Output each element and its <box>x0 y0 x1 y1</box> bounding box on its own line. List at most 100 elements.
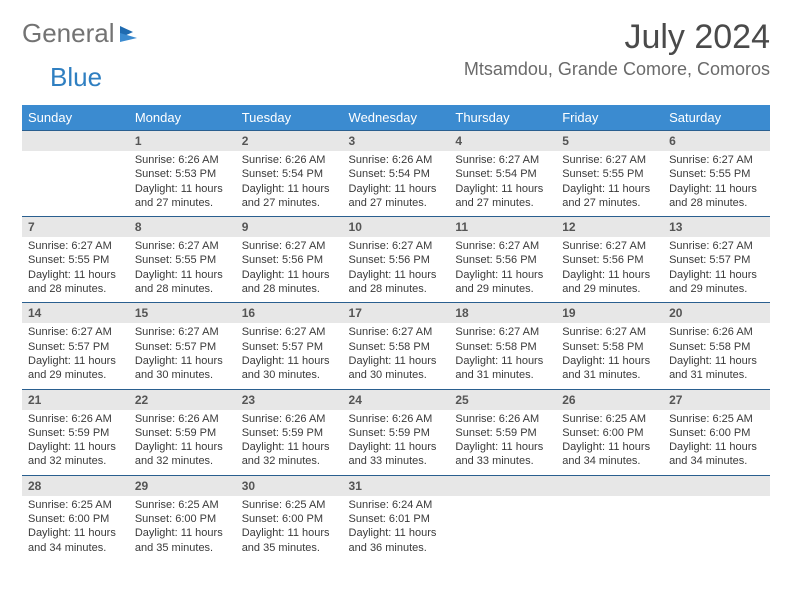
day-detail-cell: Sunrise: 6:25 AMSunset: 6:00 PMDaylight:… <box>236 496 343 561</box>
day-number-cell: 15 <box>129 303 236 324</box>
daynum-row: 78910111213 <box>22 217 770 238</box>
sunrise-text: Sunrise: 6:26 AM <box>135 153 230 167</box>
day-detail-cell: Sunrise: 6:25 AMSunset: 6:00 PMDaylight:… <box>129 496 236 561</box>
day-number-cell: 6 <box>663 131 770 152</box>
sunrise-text: Sunrise: 6:26 AM <box>669 325 764 339</box>
daylight-text: Daylight: 11 hours and 30 minutes. <box>135 354 230 383</box>
day-number-cell: 11 <box>449 217 556 238</box>
day-number-cell: 29 <box>129 475 236 496</box>
detail-row: Sunrise: 6:26 AM Sunset: 5:59 PM Daylight:… <box>22 410 770 476</box>
daylight-text: Daylight: 11 hours and 31 minutes. <box>669 354 764 383</box>
day-number-cell: 20 <box>663 303 770 324</box>
day-number-cell: 4 <box>449 131 556 152</box>
day-detail-cell: Sunrise: 6:26 AMSunset: 5:59 PMDaylight:… <box>236 410 343 476</box>
daylight-text: Daylight: 11 hours and 34 minutes. <box>562 440 657 469</box>
day-number-cell: 18 <box>449 303 556 324</box>
day-detail-cell: Sunrise: 6:27 AMSunset: 5:58 PMDaylight:… <box>449 323 556 389</box>
day-header: Sunday <box>22 105 129 131</box>
sunrise-text: Sunrise: 6:27 AM <box>135 239 230 253</box>
sunrise-text: Sunrise: 6:25 AM <box>135 498 230 512</box>
sunrise-text: Sunrise: 6:25 AM <box>669 412 764 426</box>
sunset-text: Sunset: 5:58 PM <box>669 340 764 354</box>
sunset-text: Sunset: 6:00 PM <box>28 512 123 526</box>
day-detail-cell: Sunrise: 6:27 AMSunset: 5:57 PMDaylight:… <box>663 237 770 303</box>
day-number-cell: 25 <box>449 389 556 410</box>
day-number-cell: 5 <box>556 131 663 152</box>
sunrise-text: Sunrise: 6:27 AM <box>669 153 764 167</box>
day-number-cell: 19 <box>556 303 663 324</box>
day-number-cell: 31 <box>343 475 450 496</box>
daylight-text: Daylight: 11 hours and 31 minutes. <box>455 354 550 383</box>
day-detail-cell: Sunrise: 6:25 AMSunset: 6:00 PMDaylight:… <box>556 410 663 476</box>
day-detail-cell <box>556 496 663 561</box>
daylight-text: Daylight: 11 hours and 29 minutes. <box>455 268 550 297</box>
daylight-text: Daylight: 11 hours and 27 minutes. <box>562 182 657 211</box>
sunset-text: Sunset: 5:55 PM <box>28 253 123 267</box>
sunrise-text: Sunrise: 6:27 AM <box>562 325 657 339</box>
logo-text-blue: Blue <box>50 62 102 93</box>
day-detail-cell: Sunrise: 6:27 AMSunset: 5:56 PMDaylight:… <box>556 237 663 303</box>
day-number-cell: 27 <box>663 389 770 410</box>
day-number-cell: 14 <box>22 303 129 324</box>
day-detail-cell: Sunrise: 6:27 AMSunset: 5:57 PMDaylight:… <box>236 323 343 389</box>
sunset-text: Sunset: 5:55 PM <box>562 167 657 181</box>
daylight-text: Daylight: 11 hours and 29 minutes. <box>562 268 657 297</box>
sunrise-text: Sunrise: 6:26 AM <box>349 153 444 167</box>
daylight-text: Daylight: 11 hours and 28 minutes. <box>669 182 764 211</box>
day-number-cell: 16 <box>236 303 343 324</box>
day-number-cell: 28 <box>22 475 129 496</box>
day-detail-cell: Sunrise: 6:25 AMSunset: 6:00 PMDaylight:… <box>663 410 770 476</box>
sunrise-text: Sunrise: 6:27 AM <box>562 153 657 167</box>
day-detail-cell <box>449 496 556 561</box>
daylight-text: Daylight: 11 hours and 28 minutes. <box>28 268 123 297</box>
sunset-text: Sunset: 5:56 PM <box>242 253 337 267</box>
day-detail-cell: Sunrise: 6:24 AMSunset: 6:01 PMDaylight:… <box>343 496 450 561</box>
day-header: Monday <box>129 105 236 131</box>
sunset-text: Sunset: 5:59 PM <box>242 426 337 440</box>
daylight-text: Daylight: 11 hours and 32 minutes. <box>28 440 123 469</box>
sunrise-text: Sunrise: 6:27 AM <box>669 239 764 253</box>
sunset-text: Sunset: 5:54 PM <box>349 167 444 181</box>
sunset-text: Sunset: 5:54 PM <box>242 167 337 181</box>
sunset-text: Sunset: 5:57 PM <box>28 340 123 354</box>
day-number-cell: 23 <box>236 389 343 410</box>
daylight-text: Daylight: 11 hours and 30 minutes. <box>242 354 337 383</box>
day-detail-cell: Sunrise: 6:27 AMSunset: 5:54 PMDaylight:… <box>449 151 556 217</box>
daylight-text: Daylight: 11 hours and 27 minutes. <box>349 182 444 211</box>
daylight-text: Daylight: 11 hours and 35 minutes. <box>242 526 337 555</box>
sunset-text: Sunset: 5:55 PM <box>669 167 764 181</box>
day-detail-cell: Sunrise: 6:27 AMSunset: 5:57 PMDaylight:… <box>22 323 129 389</box>
sunset-text: Sunset: 6:00 PM <box>669 426 764 440</box>
daylight-text: Daylight: 11 hours and 31 minutes. <box>562 354 657 383</box>
sunset-text: Sunset: 5:55 PM <box>135 253 230 267</box>
sunset-text: Sunset: 6:01 PM <box>349 512 444 526</box>
daynum-row: 14151617181920 <box>22 303 770 324</box>
daylight-text: Daylight: 11 hours and 33 minutes. <box>455 440 550 469</box>
location-text: Mtsamdou, Grande Comore, Comoros <box>464 59 770 80</box>
sunrise-text: Sunrise: 6:25 AM <box>28 498 123 512</box>
daylight-text: Daylight: 11 hours and 28 minutes. <box>349 268 444 297</box>
day-number-cell: 3 <box>343 131 450 152</box>
sunrise-text: Sunrise: 6:26 AM <box>349 412 444 426</box>
daylight-text: Daylight: 11 hours and 32 minutes. <box>135 440 230 469</box>
day-number-cell: 2 <box>236 131 343 152</box>
daylight-text: Daylight: 11 hours and 27 minutes. <box>135 182 230 211</box>
sunrise-text: Sunrise: 6:27 AM <box>455 325 550 339</box>
day-number-cell <box>22 131 129 152</box>
daynum-row: 123456 <box>22 131 770 152</box>
sunrise-text: Sunrise: 6:26 AM <box>28 412 123 426</box>
day-header: Wednesday <box>343 105 450 131</box>
day-number-cell <box>556 475 663 496</box>
day-header: Saturday <box>663 105 770 131</box>
sunrise-text: Sunrise: 6:26 AM <box>455 412 550 426</box>
daylight-text: Daylight: 11 hours and 33 minutes. <box>349 440 444 469</box>
day-detail-cell: Sunrise: 6:27 AMSunset: 5:55 PMDaylight:… <box>22 237 129 303</box>
day-detail-cell: Sunrise: 6:26 AMSunset: 5:54 PMDaylight:… <box>343 151 450 217</box>
day-detail-cell: Sunrise: 6:27 AMSunset: 5:55 PMDaylight:… <box>129 237 236 303</box>
detail-row: Sunrise: 6:27 AMSunset: 5:57 PMDaylight:… <box>22 323 770 389</box>
sunset-text: Sunset: 5:57 PM <box>242 340 337 354</box>
day-header: Tuesday <box>236 105 343 131</box>
daylight-text: Daylight: 11 hours and 28 minutes. <box>242 268 337 297</box>
day-detail-cell: Sunrise: 6:26 AMSunset: 5:59 PMDaylight:… <box>449 410 556 476</box>
daylight-text: Daylight: 11 hours and 35 minutes. <box>135 526 230 555</box>
